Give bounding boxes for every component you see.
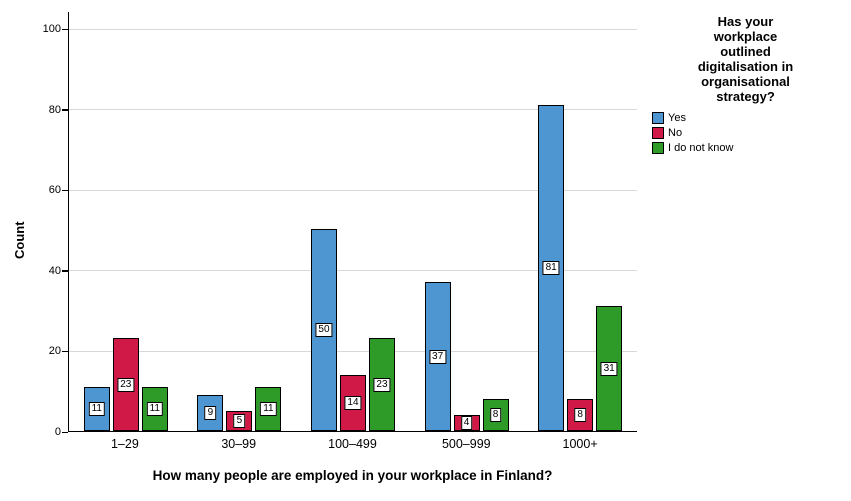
legend-item: No <box>652 126 843 140</box>
bar-value-label: 23 <box>117 377 135 392</box>
y-tick-label: 20 <box>48 345 61 358</box>
gridline <box>69 350 637 352</box>
bar-group: 81 8 31 <box>523 105 637 431</box>
legend-label: Yes <box>668 112 686 124</box>
bar-i-do-not-know: 11 <box>141 387 168 431</box>
bar-yes: 81 <box>538 105 565 431</box>
bar-no: 23 <box>112 338 139 431</box>
bar-i-do-not-know: 31 <box>596 306 623 431</box>
y-tick-label: 100 <box>42 23 61 35</box>
bar-value-label: 81 <box>542 261 560 275</box>
bar-value-label: 14 <box>344 396 362 410</box>
legend-item: Yes <box>652 111 843 125</box>
bar-yes: 50 <box>310 229 337 431</box>
y-tick-mark <box>62 350 68 353</box>
legend-swatch <box>652 127 664 139</box>
bar-value-label: 31 <box>600 361 618 376</box>
bar-groups: 11 23 11 9 5 11 50 14 23 37 4 8 81 8 31 <box>69 12 637 431</box>
gridline <box>69 270 637 272</box>
legend: Has your workplace outlined digitalisati… <box>648 14 843 156</box>
gridline <box>69 189 637 191</box>
legend-swatch <box>652 112 664 124</box>
y-tick-label: 60 <box>48 184 61 197</box>
y-tick-label: 40 <box>48 264 61 277</box>
bar-i-do-not-know: 8 <box>482 399 509 431</box>
bar-value-label: 50 <box>315 323 333 337</box>
bar-yes: 9 <box>197 395 224 431</box>
bar-no: 5 <box>226 411 253 431</box>
x-category-label: 1–29 <box>110 437 139 451</box>
bar-yes: 37 <box>424 282 451 431</box>
y-tick-mark <box>62 270 68 272</box>
bar-value-label: 8 <box>574 408 586 422</box>
bar-value-label: 11 <box>146 402 163 416</box>
bar-i-do-not-know: 23 <box>368 338 395 431</box>
y-tick-mark <box>62 189 68 192</box>
gridline <box>69 109 637 111</box>
y-tick-label: 0 <box>54 426 61 438</box>
bar-group: 50 14 23 <box>296 229 410 431</box>
bar-value-label: 4 <box>460 416 473 430</box>
gridline <box>69 28 637 30</box>
legend-item: I do not know <box>652 141 843 155</box>
y-tick-mark <box>62 431 68 433</box>
bar-group: 11 23 11 <box>69 338 183 431</box>
bar-yes: 11 <box>83 387 110 431</box>
plot-area: 0 20 40 60 80 100 11 23 11 9 5 11 50 14 23 37 4 8 81 8 31 <box>43 12 637 438</box>
legend-label: I do not know <box>668 142 734 154</box>
bar-no: 14 <box>339 375 366 431</box>
x-category-label: 100–499 <box>328 437 377 451</box>
y-tick-mark <box>62 109 68 111</box>
bar-group: 9 5 11 <box>183 387 297 431</box>
x-axis-category-labels: 1–29 30–99 100–499 500–999 1000+ <box>68 437 637 451</box>
legend-items: Yes No I do not know <box>648 111 843 155</box>
bar-no: 4 <box>453 415 480 431</box>
bar-value-label: 37 <box>429 349 447 364</box>
bar-group: 37 4 8 <box>410 282 524 431</box>
x-category-label: 30–99 <box>221 437 257 451</box>
bar-value-label: 9 <box>204 406 217 420</box>
legend-label: No <box>668 127 683 139</box>
bar-value-label: 5 <box>233 414 246 428</box>
y-tick-mark <box>62 28 68 30</box>
x-axis-title: How many people are employed in your wor… <box>152 468 553 483</box>
x-category-label: 500–999 <box>441 437 491 451</box>
legend-title: Has your workplace outlined digitalisati… <box>697 14 794 104</box>
bar-i-do-not-know: 11 <box>255 387 282 431</box>
x-category-label: 1000+ <box>562 437 598 451</box>
bar-no: 8 <box>567 399 594 431</box>
y-axis-title: Count <box>12 221 27 259</box>
bar-value-label: 11 <box>88 402 105 416</box>
legend-swatch <box>652 142 664 154</box>
bar-value-label: 11 <box>260 402 277 416</box>
bar-value-label: 23 <box>373 377 391 392</box>
bar-value-label: 8 <box>489 408 502 422</box>
y-tick-label: 80 <box>48 103 61 116</box>
